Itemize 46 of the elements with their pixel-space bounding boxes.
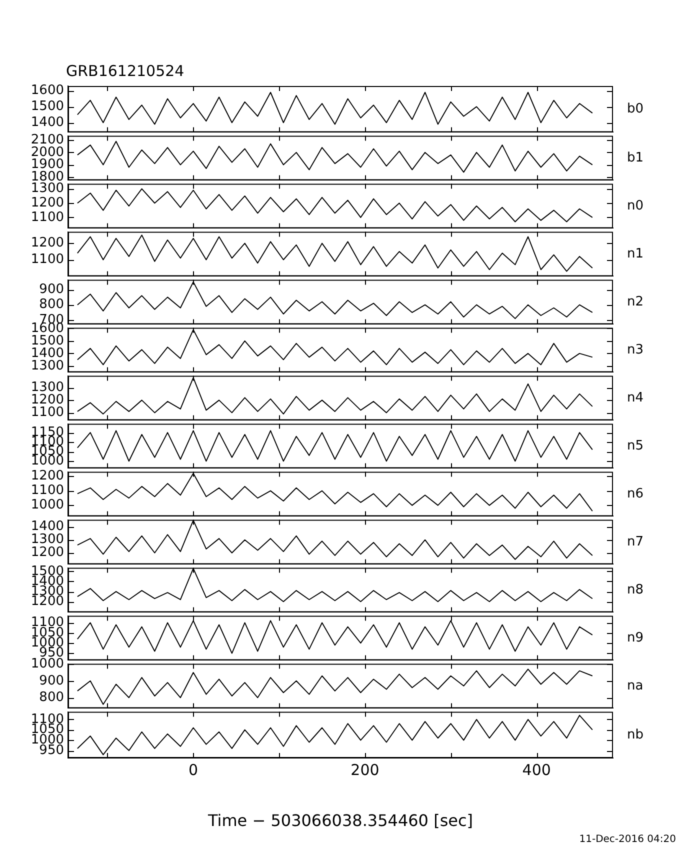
y-tick-label: 1200	[30, 392, 64, 408]
y-tick-label: 900	[39, 282, 64, 297]
y-tick-label: 1400	[30, 115, 64, 130]
legend-label: n8	[627, 582, 644, 598]
x-tick-label: 0	[188, 760, 198, 779]
legend-label: n5	[627, 438, 644, 454]
y-tick-label: 2000	[30, 144, 64, 160]
y-tick-label: 2100	[30, 132, 64, 148]
y-tick-label: 1300	[30, 532, 64, 548]
legend-label: b1	[627, 150, 644, 166]
y-tick-label: 1500	[30, 333, 64, 348]
legend-label: n0	[627, 198, 644, 214]
legend-label: n2	[627, 294, 644, 310]
y-tick-label: 1200	[30, 236, 64, 251]
x-tick-label: 200	[350, 760, 380, 779]
y-tick-label: 1300	[30, 358, 64, 374]
y-tick-label: 1200	[30, 468, 64, 484]
legend-label: n3	[627, 342, 644, 358]
text: 11-Dec-2016 04:20	[579, 834, 676, 845]
y-tick-label: 1100	[30, 252, 64, 268]
y-tick-label: 1200	[30, 196, 64, 211]
y-tick-label: 1600	[30, 83, 64, 98]
y-tick-label: 1400	[30, 346, 64, 361]
legend-label: b0	[627, 101, 644, 116]
chart-title: GRB161210524	[66, 62, 184, 80]
y-tick-label: 1300	[30, 181, 64, 196]
y-tick-label: 1400	[30, 519, 64, 534]
y-tick-label: 1600	[30, 320, 64, 336]
legend-label: nb	[627, 727, 644, 742]
legend-label: n7	[627, 534, 644, 550]
y-tick-label: 900	[39, 673, 64, 688]
x-tick-label: 400	[522, 760, 551, 779]
y-tick-label: 1100	[30, 483, 64, 498]
y-tick-label: 800	[39, 297, 64, 312]
y-tick-label: 1200	[30, 545, 64, 560]
legend-label: n9	[627, 630, 644, 646]
legend-label: na	[627, 678, 644, 694]
legend-label: n1	[627, 246, 644, 262]
y-tick-label: 800	[39, 690, 64, 706]
y-tick-label: 1000	[30, 498, 64, 513]
x-axis-title: Time − 503066038.354460 [sec]	[206, 811, 474, 830]
legend-label: n4	[627, 390, 644, 406]
y-tick-label: 1500	[30, 99, 64, 114]
y-tick-label: 1100	[30, 405, 64, 420]
legend-label: n6	[627, 486, 644, 502]
y-tick-label: 1100	[30, 210, 64, 225]
